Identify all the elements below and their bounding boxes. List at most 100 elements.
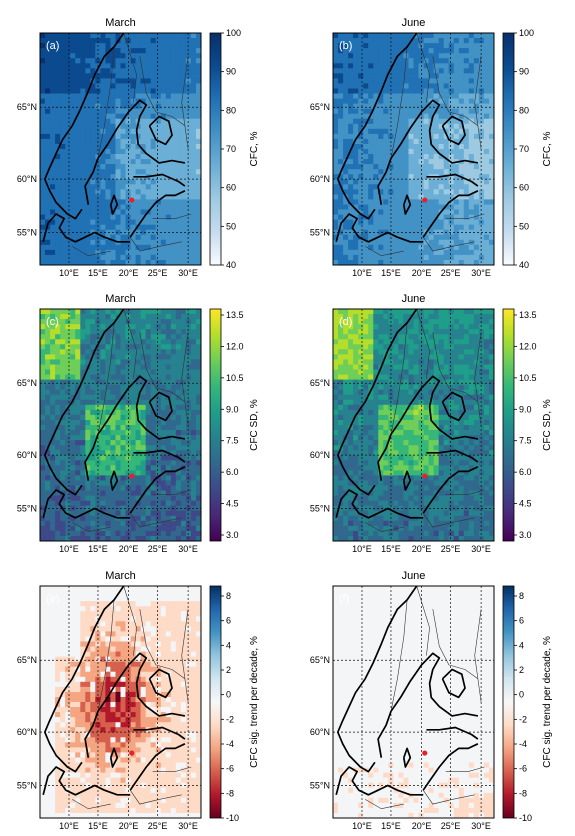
lat-tick-label: 65°N <box>310 655 330 665</box>
lat-tick-label: 60°N <box>17 727 37 737</box>
colorbar: 13.5 12.0 10.5 9.0 7.5 6.0 4.5 3.0 CFC SD, % <box>209 308 260 542</box>
colorbar: 13.5 12.0 10.5 9.0 7.5 6.0 4.5 3.0 CFC SD, % <box>502 308 553 542</box>
country-border <box>390 322 408 435</box>
lon-tick-label: 10°E <box>59 544 79 554</box>
colorbar-tick-label: 40 <box>226 260 236 270</box>
lat-tick-label: 55°N <box>310 504 330 514</box>
lat-tick-label: 55°N <box>17 504 37 514</box>
coastline <box>335 489 424 519</box>
country-border <box>181 609 189 703</box>
country-border <box>432 609 479 680</box>
lon-tick-label: 20°E <box>412 544 432 554</box>
station-marker <box>129 197 135 203</box>
map-frame <box>332 32 495 266</box>
lat-tick-label: 65°N <box>310 378 330 388</box>
station-marker <box>129 473 135 479</box>
coastline <box>441 115 466 146</box>
country-border <box>416 33 430 103</box>
panel-letter: (f) <box>339 593 349 605</box>
colorbar-gradient <box>502 308 515 542</box>
lon-tick-label: 25°E <box>148 268 168 278</box>
map-panel-a: (a) March 65°N 60°N 55°N 10°E 15°E 20°E 25°E 30°E <box>17 17 202 278</box>
coastline <box>377 652 479 758</box>
colorbar-gradient <box>209 585 222 819</box>
coastline <box>441 668 466 699</box>
country-border <box>129 790 182 805</box>
colorbar-tick-label: 80 <box>226 105 236 115</box>
lat-tick-label: 60°N <box>17 450 37 460</box>
colorbar-gradient <box>209 32 222 266</box>
coastline <box>377 375 479 481</box>
colorbar-label: CFC sig. trend per decade, % <box>249 636 260 768</box>
colorbar-tick-label: -10 <box>519 813 532 823</box>
colorbar-label: CFC SD, % <box>542 399 553 451</box>
colorbar-tick-label: 70 <box>226 144 236 154</box>
lon-tick-label: 25°E <box>441 821 461 831</box>
lon-tick-label: 10°E <box>59 268 79 278</box>
coastline <box>441 391 466 422</box>
lat-tick-label: 65°N <box>17 378 37 388</box>
colorbar-tick-label: 80 <box>519 105 529 115</box>
map-panel-b: (b) June 65°N 60°N 55°N 10°E 15°E 20°E 25°E 30°E <box>310 17 495 278</box>
colorbar-tick-label: -8 <box>226 788 234 798</box>
coastline <box>42 213 131 243</box>
map-panel-c: (c) March 65°N 60°N 55°N 10°E 15°E 20°E 25°E 30°E <box>17 293 202 554</box>
colorbar-gradient <box>502 32 515 266</box>
colorbar-tick-label: 12.0 <box>519 341 537 351</box>
coastline <box>426 449 479 463</box>
colorbar: 100 90 80 70 60 50 40 CFC, % <box>209 28 260 270</box>
lon-tick-label: 10°E <box>59 821 79 831</box>
country-border <box>390 46 408 159</box>
coastline <box>84 375 186 481</box>
coastline <box>335 766 424 796</box>
field-layer <box>40 586 201 818</box>
coastline <box>148 115 173 146</box>
country-border <box>72 522 111 533</box>
colorbar-tick-label: 9.0 <box>519 404 532 414</box>
colorbar-tick-label: 3.0 <box>226 530 239 540</box>
colorbar: 8 6 4 2 0 -2 -4 -6 -8 -10 CFC sig. trend per decad… <box>502 585 553 823</box>
colorbar-tick-label: 6.0 <box>226 467 239 477</box>
colorbar-tick-label: -2 <box>519 714 527 724</box>
colorbar-tick-label: -6 <box>519 764 527 774</box>
map-frame <box>39 308 202 542</box>
lat-tick-label: 55°N <box>17 228 37 238</box>
country-border <box>139 332 186 403</box>
map-frame <box>332 308 495 542</box>
country-border <box>152 766 192 772</box>
colorbar-tick-label: 100 <box>226 28 241 38</box>
colorbar-gradient <box>502 585 515 819</box>
country-border <box>390 599 408 712</box>
field-layer <box>40 33 201 265</box>
colorbar-tick-label: 0 <box>519 690 524 700</box>
colorbar-label: CFC, % <box>542 131 553 166</box>
panel-title: March <box>105 570 136 582</box>
country-border <box>422 237 475 252</box>
colorbar-tick-label: 90 <box>226 67 236 77</box>
country-border <box>123 33 137 103</box>
country-border <box>432 332 479 403</box>
colorbar-tick-label: -2 <box>226 714 234 724</box>
colorbar-tick-label: -4 <box>519 739 527 749</box>
colorbar-tick-label: 4.5 <box>519 499 532 509</box>
coastline <box>426 726 479 740</box>
coastline <box>336 309 418 496</box>
country-border <box>139 56 186 127</box>
colorbar-tick-label: 70 <box>519 144 529 154</box>
colorbar-tick-label: 6 <box>519 616 524 626</box>
colorbar: 8 6 4 2 0 -2 -4 -6 -8 -10 CFC sig. trend per decad… <box>209 585 260 823</box>
lon-tick-label: 10°E <box>352 544 372 554</box>
colorbar-tick-label: 8 <box>226 591 231 601</box>
country-border <box>432 56 479 127</box>
panel-title: June <box>402 17 426 29</box>
coastline <box>148 668 173 699</box>
lat-tick-label: 65°N <box>17 655 37 665</box>
coastline <box>148 391 173 422</box>
colorbar-tick-label: 9.0 <box>226 404 239 414</box>
lat-tick-label: 60°N <box>310 727 330 737</box>
colorbar-tick-label: 8 <box>519 591 524 601</box>
panel-letter: (b) <box>339 40 352 52</box>
lon-tick-label: 30°E <box>178 268 198 278</box>
country-border <box>97 46 115 159</box>
